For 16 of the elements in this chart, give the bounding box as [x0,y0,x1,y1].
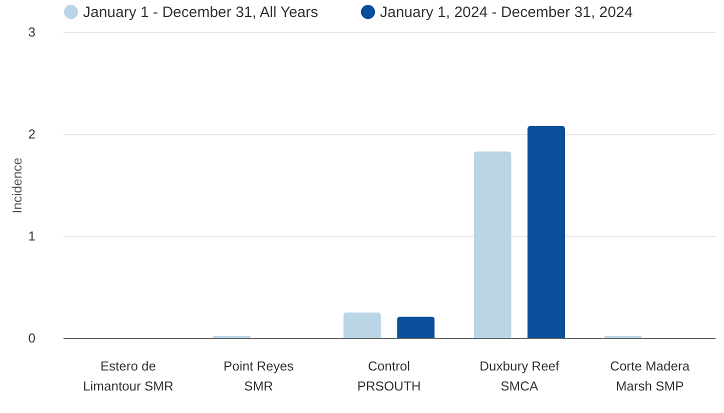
x-tick-label: Point Reyes SMR [224,358,294,394]
bar [343,312,381,338]
x-tick-label: Control PRSOUTH [357,358,421,394]
x-tick-label: Estero de Limantour SMR [83,358,174,394]
bar [527,126,566,338]
y-tick-label: 2 [28,126,36,142]
legend-label: January 1, 2024 - December 31, 2024 [380,4,633,21]
x-tick-label: Corte Madera Marsh SMP [610,358,690,394]
y-tick-label: 1 [28,228,36,244]
x-tick-label: Duxbury Reef SMCA [480,358,560,394]
y-axis-title: Incidence [9,158,24,214]
legend-label: January 1 - December 31, All Years [83,4,318,21]
bar [397,316,435,338]
bar [474,151,512,338]
y-tick-label: 3 [28,24,36,40]
y-tick-label: 0 [28,330,36,346]
